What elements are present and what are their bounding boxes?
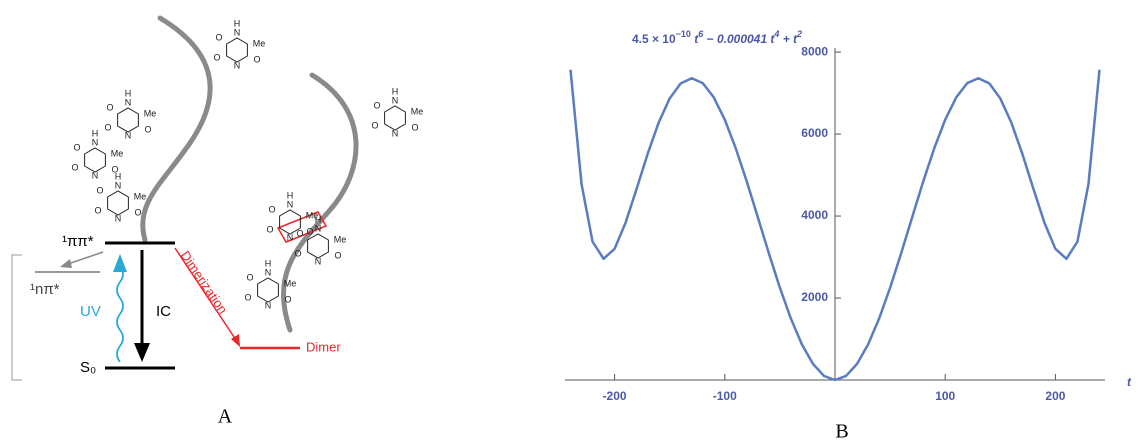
bracket [12, 255, 22, 380]
atom-label: Me [253, 38, 266, 48]
state-label: ¹nπ* [30, 281, 60, 298]
atom-label: N [265, 267, 272, 277]
atom-label: O [104, 122, 111, 132]
ic-arrowhead [134, 343, 150, 362]
atom-label: O [306, 226, 313, 236]
atom-label: N [92, 170, 99, 180]
x-tick-label: 100 [935, 389, 955, 403]
atom-label: H [125, 88, 132, 98]
title-part: 4.5 × 10 [632, 32, 676, 46]
x-axis-label: t [1127, 375, 1132, 389]
dna-strand [143, 18, 210, 240]
atom-label: O [106, 102, 113, 112]
atom-label: H [92, 128, 99, 138]
atom-label: O [253, 54, 260, 64]
atom-label: O [134, 207, 141, 217]
thymine-ring [227, 38, 248, 62]
atom-label: O [296, 228, 303, 238]
atom-label: N [125, 130, 132, 140]
title-part: + t [779, 32, 798, 46]
atom-label: Me [134, 191, 147, 201]
thymine-ring [108, 191, 129, 215]
y-tick-label: 8000 [801, 44, 828, 58]
isc-arrowhead [60, 259, 72, 268]
atom-label: O [246, 272, 253, 282]
atom-label: O [144, 124, 151, 134]
atom-label: O [334, 250, 341, 260]
atom-label: N [115, 180, 122, 190]
dna-strand [284, 75, 357, 330]
x-tick-label: -200 [603, 389, 627, 403]
atom-label: N [115, 213, 122, 223]
atom-label: H [392, 86, 399, 96]
title-part: 2 [796, 29, 802, 39]
atom-label: O [411, 122, 418, 132]
atom-label: O [294, 248, 301, 258]
atom-label: O [268, 204, 275, 214]
atom-label: Me [111, 148, 124, 158]
atom-label: N [234, 60, 241, 70]
state-label: ¹ππ* [62, 233, 94, 250]
atom-label: Me [284, 278, 297, 288]
atom-label: H [115, 171, 122, 181]
atom-label: N [265, 300, 272, 310]
atom-label: O [96, 185, 103, 195]
state-label: S₀ [80, 359, 96, 376]
y-tick-label: 4000 [801, 208, 828, 222]
uv-label: UV [80, 303, 101, 320]
thymine-ring [385, 106, 406, 130]
title-part: −10 [676, 29, 691, 39]
atom-label: N [92, 137, 99, 147]
atom-label: Me [411, 106, 424, 116]
panel-label: B [835, 421, 848, 443]
atom-label: O [266, 224, 273, 234]
atom-label: O [213, 52, 220, 62]
atom-label: O [71, 162, 78, 172]
atom-label: O [284, 294, 291, 304]
atom-label: N [234, 27, 241, 37]
y-tick-label: 2000 [801, 290, 828, 304]
ic-label: IC [156, 303, 171, 320]
atom-label: N [315, 256, 322, 266]
y-tick-label: 6000 [801, 126, 828, 140]
x-tick-label: 200 [1045, 389, 1065, 403]
atom-label: H [315, 214, 322, 224]
isc-arrow [68, 252, 103, 264]
atom-label: O [73, 142, 80, 152]
atom-label: N [315, 223, 322, 233]
figure: ¹ππ* ¹nπ* UV IC S₀ Dimerization Dimer A … [0, 0, 1138, 447]
dimerization-arrowhead [231, 334, 240, 347]
atom-label: N [125, 97, 132, 107]
panel-a: ¹ππ* ¹nπ* UV IC S₀ Dimerization Dimer A … [12, 18, 423, 428]
uv-arrow [117, 266, 123, 362]
atom-label: N [392, 128, 399, 138]
chart-title: 4.5 × 10−10 t6 − 0.000041 t4 + t2 [632, 29, 802, 46]
atom-label: O [215, 32, 222, 42]
atom-label: Me [144, 108, 157, 118]
atom-label: H [287, 190, 294, 200]
atom-label: N [287, 199, 294, 209]
dimer-label: Dimer [306, 339, 341, 354]
thymine-ring [258, 278, 279, 302]
atom-label: N [392, 95, 399, 105]
atom-label: H [265, 258, 272, 268]
uv-arrowhead [113, 254, 127, 272]
thymine-ring [118, 108, 139, 132]
atom-label: Me [334, 234, 347, 244]
x-tick-label: -100 [713, 389, 737, 403]
atom-label: N [287, 232, 294, 242]
atom-label: O [244, 292, 251, 302]
atom-label: O [371, 120, 378, 130]
thymine-ring [85, 148, 106, 172]
panel-label: A [218, 406, 233, 428]
thymine-ring [308, 234, 329, 258]
atom-label: H [234, 18, 241, 28]
dimerization-label: Dimerization [178, 248, 231, 316]
title-part: − 0.000041 t [703, 32, 775, 46]
atom-label: O [373, 100, 380, 110]
atom-label: O [94, 205, 101, 215]
